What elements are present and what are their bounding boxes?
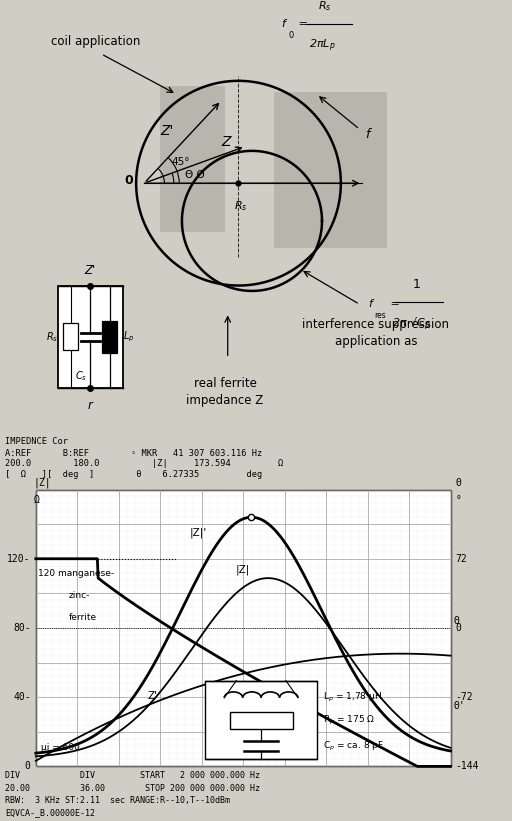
Text: 2πL$_p$: 2πL$_p$: [309, 38, 335, 54]
Text: IMPEDNCE Cor: IMPEDNCE Cor: [5, 437, 68, 446]
Text: Z': Z': [148, 691, 158, 701]
Bar: [273, 92, 387, 248]
Text: 2π √C$_p$: 2π √C$_p$: [392, 315, 431, 333]
Text: 200.0        180.0          |Z|     173.594         Ω: 200.0 180.0 |Z| 173.594 Ω: [5, 459, 283, 468]
Text: -144: -144: [456, 761, 479, 772]
Text: 40-: 40-: [13, 692, 31, 702]
Bar: [229, 712, 293, 729]
Text: C$_p$ = ca. 8 pF: C$_p$ = ca. 8 pF: [323, 740, 383, 753]
Text: 120 manganese-: 120 manganese-: [38, 569, 115, 578]
Text: Z: Z: [221, 135, 230, 149]
Bar: [36, 489, 451, 767]
Text: A:REF      B:REF        ◦ MKR   41 307 603.116 Hz: A:REF B:REF ◦ MKR 41 307 603.116 Hz: [5, 448, 262, 457]
Text: zinc-: zinc-: [69, 591, 91, 600]
Text: µi = 600: µi = 600: [41, 742, 80, 751]
FancyBboxPatch shape: [58, 286, 123, 388]
Text: L$_p$: L$_p$: [123, 329, 134, 344]
Text: -72: -72: [456, 692, 473, 702]
Text: [  Ω   ][  deg  ]        θ    6.27335         deg: [ Ω ][ deg ] θ 6.27335 deg: [5, 470, 262, 479]
Text: R$_s$: R$_s$: [318, 0, 332, 13]
Text: °: °: [456, 495, 461, 505]
Text: 0: 0: [288, 30, 293, 39]
Text: f: f: [368, 300, 372, 310]
Text: |Z|: |Z|: [33, 477, 51, 488]
Text: EQVCA-_B.00000E-12: EQVCA-_B.00000E-12: [5, 808, 95, 817]
Text: 72: 72: [456, 553, 467, 564]
Text: L$_p$ = 1,78 µH: L$_p$ = 1,78 µH: [323, 691, 381, 704]
Text: RBW:  3 KHz ST:2.11  sec RANGE:R--10,T--10dBm: RBW: 3 KHz ST:2.11 sec RANGE:R--10,T--10…: [5, 796, 230, 805]
Text: |Z|: |Z|: [236, 565, 250, 576]
Text: R$_s$: R$_s$: [46, 330, 58, 344]
Text: 1: 1: [412, 278, 420, 291]
Text: Z': Z': [84, 264, 96, 277]
Text: Z': Z': [160, 124, 174, 139]
Text: 45°: 45°: [171, 157, 189, 167]
Text: 80-: 80-: [13, 623, 31, 633]
Bar: [205, 681, 317, 759]
Text: interference suppression
application as: interference suppression application as: [303, 318, 450, 348]
Text: R$_s$: R$_s$: [234, 200, 248, 213]
Text: =: =: [387, 300, 403, 310]
Text: Θ: Θ: [456, 478, 461, 488]
Text: 20.00          36.00        STOP 200 000 000.000 Hz: 20.00 36.00 STOP 200 000 000.000 Hz: [5, 784, 260, 793]
Text: 0: 0: [25, 761, 31, 772]
Text: R$_p$ = 175 Ω: R$_p$ = 175 Ω: [323, 713, 375, 727]
Text: DIV            DIV         START   2 000 000.000 Hz: DIV DIV START 2 000 000.000 Hz: [5, 771, 260, 780]
Text: ferrite: ferrite: [69, 613, 97, 622]
FancyBboxPatch shape: [102, 320, 117, 353]
Text: Θ: Θ: [453, 616, 459, 626]
Text: f: f: [282, 19, 286, 30]
Text: 0: 0: [125, 174, 134, 187]
Text: res: res: [375, 310, 386, 319]
Text: C$_s$: C$_s$: [75, 369, 88, 383]
Text: |Z|': |Z|': [189, 528, 206, 539]
Text: 0: 0: [456, 623, 461, 633]
Text: r: r: [88, 399, 93, 411]
FancyBboxPatch shape: [63, 323, 78, 351]
Text: =: =: [295, 19, 315, 30]
Text: real ferrite
impedance Z: real ferrite impedance Z: [186, 377, 264, 407]
Text: coil application: coil application: [51, 35, 140, 48]
Bar: [160, 86, 225, 232]
Text: 120-: 120-: [7, 553, 31, 564]
Text: Θ Θ: Θ Θ: [185, 171, 204, 181]
Text: f: f: [365, 128, 370, 141]
Text: Ω: Ω: [33, 495, 39, 505]
Text: Θ': Θ': [453, 701, 465, 711]
